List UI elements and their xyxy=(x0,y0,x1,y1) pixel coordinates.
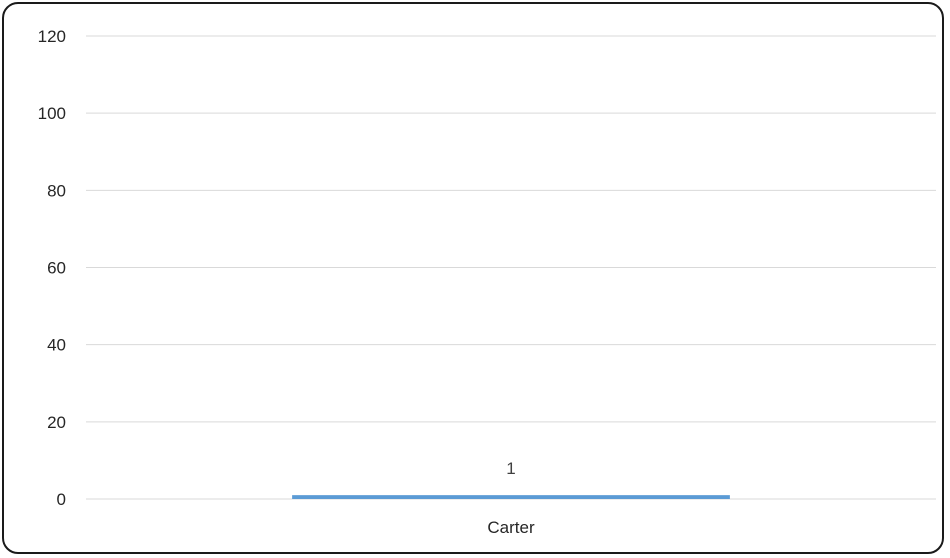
y-tick-label-100: 100 xyxy=(38,104,66,123)
bar-chart: 0 20 40 60 80 100 120 1 Carter xyxy=(38,27,936,537)
x-axis-tick-labels: Carter xyxy=(487,518,535,537)
data-label-carter: 1 xyxy=(506,459,515,478)
y-tick-label-20: 20 xyxy=(47,413,66,432)
y-tick-label-80: 80 xyxy=(47,181,66,200)
y-tick-label-60: 60 xyxy=(47,259,66,278)
bar-carter xyxy=(292,495,730,499)
data-labels: 1 xyxy=(506,459,515,478)
y-tick-label-40: 40 xyxy=(47,336,66,355)
bars xyxy=(292,495,730,499)
y-axis-tick-labels: 0 20 40 60 80 100 120 xyxy=(38,27,66,509)
gridlines xyxy=(86,35,936,500)
y-tick-label-120: 120 xyxy=(38,27,66,46)
y-tick-label-0: 0 xyxy=(57,490,66,509)
x-tick-label-carter: Carter xyxy=(487,518,535,537)
